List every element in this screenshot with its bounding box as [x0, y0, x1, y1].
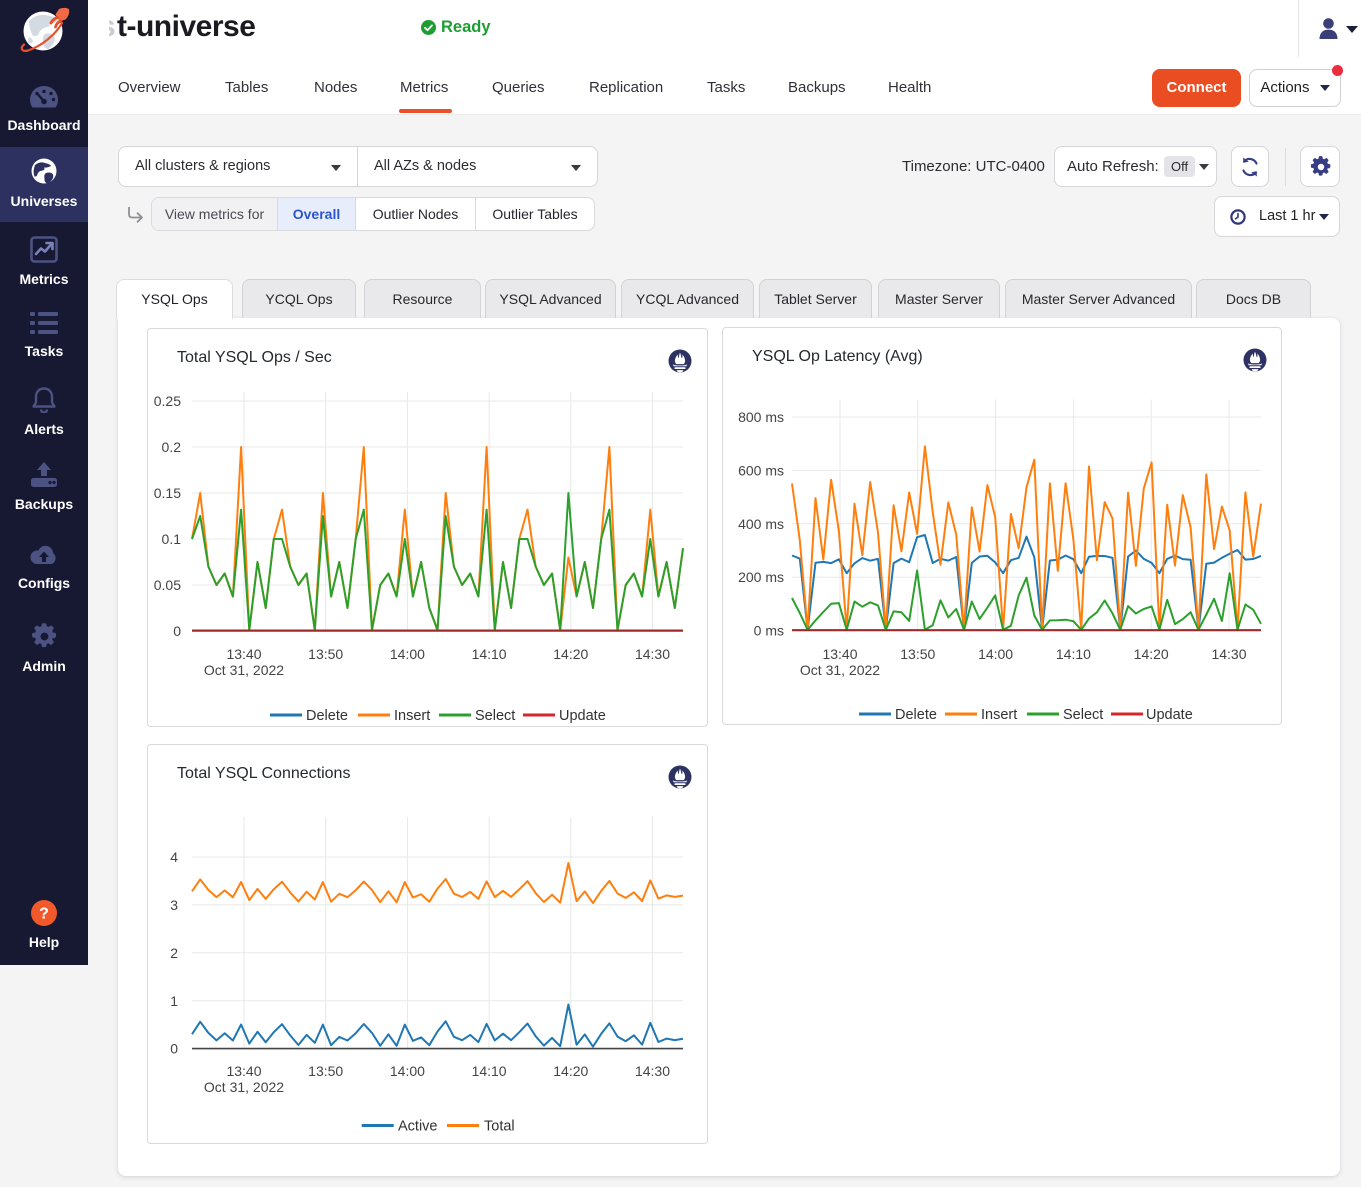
svg-text:1: 1 [170, 993, 178, 1009]
svg-text:Oct 31, 2022: Oct 31, 2022 [204, 662, 284, 678]
svg-text:14:20: 14:20 [553, 646, 588, 662]
svg-text:13:50: 13:50 [308, 1063, 343, 1079]
svg-text:Insert: Insert [981, 707, 1017, 723]
svg-text:14:10: 14:10 [472, 1063, 507, 1079]
svg-text:400 ms: 400 ms [738, 516, 784, 532]
svg-text:200 ms: 200 ms [738, 569, 784, 585]
svg-text:4: 4 [170, 849, 178, 865]
svg-text:14:30: 14:30 [635, 646, 670, 662]
svg-text:14:00: 14:00 [390, 1063, 425, 1079]
svg-text:0: 0 [170, 1041, 178, 1057]
svg-text:14:30: 14:30 [1211, 646, 1246, 662]
svg-text:14:00: 14:00 [390, 646, 425, 662]
svg-text:0.05: 0.05 [154, 577, 181, 593]
svg-text:13:40: 13:40 [226, 646, 261, 662]
svg-text:14:20: 14:20 [553, 1063, 588, 1079]
svg-text:0.2: 0.2 [162, 439, 182, 455]
svg-text:Insert: Insert [394, 708, 430, 724]
svg-text:0.15: 0.15 [154, 485, 181, 501]
svg-text:Total: Total [484, 1119, 515, 1135]
svg-text:13:40: 13:40 [822, 646, 857, 662]
svg-text:14:00: 14:00 [978, 646, 1013, 662]
svg-text:13:50: 13:50 [900, 646, 935, 662]
svg-text:14:30: 14:30 [635, 1063, 670, 1079]
svg-text:600 ms: 600 ms [738, 462, 784, 478]
svg-text:0 ms: 0 ms [754, 623, 784, 639]
svg-text:0: 0 [173, 623, 181, 639]
svg-text:14:10: 14:10 [1056, 646, 1091, 662]
svg-text:?: ? [39, 906, 49, 923]
svg-text:Total YSQL Connections: Total YSQL Connections [177, 765, 350, 782]
svg-text:800 ms: 800 ms [738, 409, 784, 425]
svg-text:0.25: 0.25 [154, 393, 181, 409]
svg-text:Select: Select [475, 708, 515, 724]
svg-text:Total YSQL Ops / Sec: Total YSQL Ops / Sec [177, 349, 332, 366]
svg-text:Oct 31, 2022: Oct 31, 2022 [204, 1079, 284, 1095]
svg-text:13:40: 13:40 [226, 1063, 261, 1079]
svg-text:Update: Update [559, 708, 606, 724]
svg-text:Select: Select [1063, 707, 1103, 723]
svg-text:13:50: 13:50 [308, 646, 343, 662]
svg-text:14:20: 14:20 [1134, 646, 1169, 662]
svg-text:0.1: 0.1 [162, 531, 182, 547]
svg-text:YSQL Op Latency (Avg): YSQL Op Latency (Avg) [752, 348, 923, 365]
svg-text:Delete: Delete [306, 708, 348, 724]
svg-text:Active: Active [398, 1119, 438, 1135]
svg-text:2: 2 [170, 945, 178, 961]
svg-text:Update: Update [1146, 707, 1193, 723]
svg-text:Oct 31, 2022: Oct 31, 2022 [800, 662, 880, 678]
svg-text:14:10: 14:10 [472, 646, 507, 662]
svg-text:Delete: Delete [895, 707, 937, 723]
svg-text:3: 3 [170, 897, 178, 913]
